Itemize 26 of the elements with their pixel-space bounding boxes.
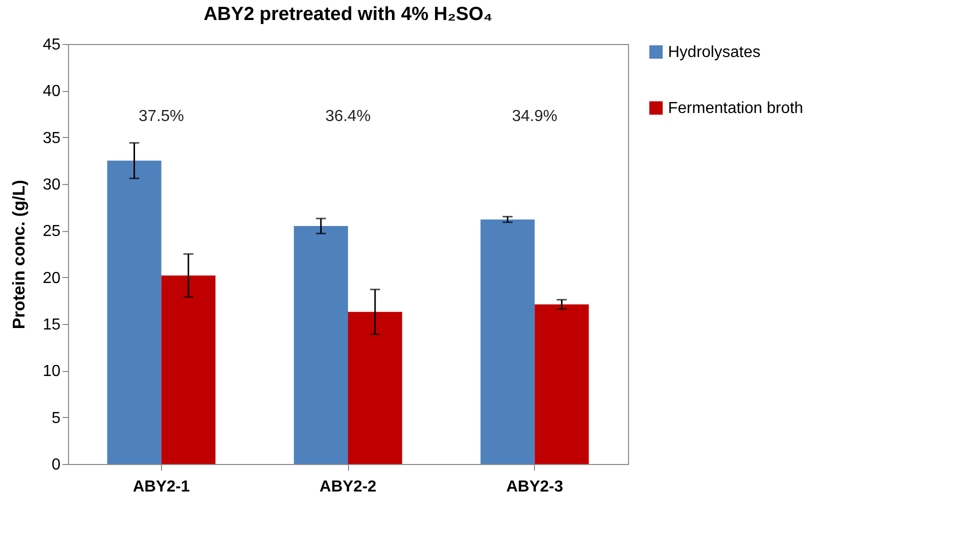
y-tick-label: 0 xyxy=(52,456,61,474)
y-tick-label: 40 xyxy=(42,83,61,100)
y-tick-label: 5 xyxy=(52,410,61,427)
annotation: 37.5% xyxy=(138,108,184,125)
y-tick-label: 30 xyxy=(42,176,61,194)
y-tick-label: 35 xyxy=(42,130,61,147)
y-axis-title: Protein conc. (g/L) xyxy=(10,180,29,330)
legend-label: Fermentation broth xyxy=(668,100,804,117)
legend-label: Hydrolysates xyxy=(668,44,760,61)
y-tick-label: 45 xyxy=(42,36,61,54)
bar xyxy=(480,219,535,464)
y-tick-label: 25 xyxy=(42,223,61,240)
annotation: 36.4% xyxy=(325,108,371,125)
bar xyxy=(348,312,402,464)
chart-title: ABY2 pretreated with 4% H₂SO₄ xyxy=(204,4,492,25)
annotation: 34.9% xyxy=(512,108,558,125)
x-tick-label: ABY2-3 xyxy=(506,478,564,496)
x-tick-label: ABY2-2 xyxy=(320,478,377,496)
bar xyxy=(534,304,589,464)
bar xyxy=(294,226,348,464)
y-tick-label: 15 xyxy=(42,316,61,334)
x-tick-label: ABY2-1 xyxy=(132,478,190,496)
y-tick-label: 20 xyxy=(42,270,61,287)
y-tick-label: 10 xyxy=(42,363,61,380)
bar xyxy=(107,160,162,464)
bar xyxy=(161,275,216,464)
